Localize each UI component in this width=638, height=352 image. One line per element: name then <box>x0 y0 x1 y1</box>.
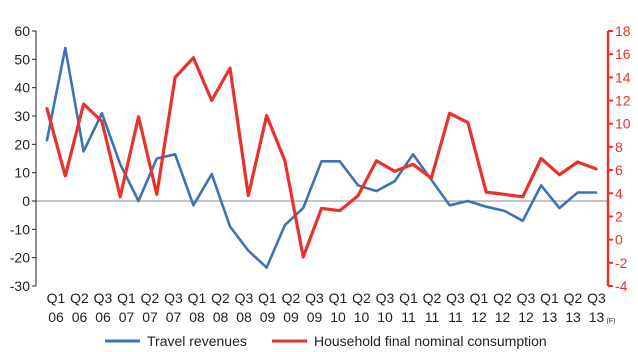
x-axis-quarter-label: Q2 <box>141 290 160 306</box>
x-axis-year-label: 13 <box>589 309 605 325</box>
x-axis-year-label: 12 <box>518 309 534 325</box>
x-axis-year-label: 06 <box>48 309 64 325</box>
x-axis-quarter-label: Q1 <box>47 290 66 306</box>
left-axis-tick-label: 50 <box>14 51 30 67</box>
x-axis-year-label: 07 <box>119 309 135 325</box>
x-axis-quarter-label: Q2 <box>70 290 89 306</box>
right-axis-tick-label: -2 <box>615 255 628 271</box>
right-axis-tick-label: 2 <box>615 208 623 224</box>
x-axis-year-label: 12 <box>471 309 487 325</box>
x-axis-quarter-label: Q3 <box>164 290 183 306</box>
x-axis-quarter-label: Q3 <box>446 290 465 306</box>
right-axis-tick-label: 6 <box>615 162 623 178</box>
x-axis-quarter-label: Q3 <box>376 290 395 306</box>
left-axis-tick-label: -10 <box>10 221 30 237</box>
x-axis-year-label: 08 <box>236 309 252 325</box>
x-axis-year-label: 12 <box>495 309 511 325</box>
x-axis-forecast-label: (F) <box>607 318 616 325</box>
x-axis-year-label: 09 <box>260 309 276 325</box>
axis-layer <box>32 30 613 287</box>
x-axis-year-label: 07 <box>166 309 182 325</box>
tick-label-layer: 6050403020100-10-20-30181614121086420-2-… <box>10 23 631 325</box>
right-axis-tick-label: 18 <box>615 23 631 39</box>
x-axis-quarter-label: Q1 <box>117 290 136 306</box>
right-axis-tick-label: 0 <box>615 232 623 248</box>
left-axis-tick-label: 40 <box>14 80 30 96</box>
x-axis-quarter-label: Q1 <box>540 290 559 306</box>
legend-label-household-final-nominal-consumption: Household final nominal consumption <box>314 333 547 349</box>
x-axis-quarter-label: Q2 <box>211 290 230 306</box>
x-axis-quarter-label: Q1 <box>399 290 418 306</box>
x-axis-quarter-label: Q3 <box>517 290 536 306</box>
left-axis-tick-label: 10 <box>14 165 30 181</box>
right-axis-tick-label: 16 <box>615 46 631 62</box>
series-layer <box>45 46 598 269</box>
legend: Travel revenues Household final nominal … <box>105 333 547 349</box>
x-axis-quarter-label: Q2 <box>282 290 301 306</box>
x-axis-year-label: 09 <box>307 309 323 325</box>
left-axis-tick-label: 60 <box>14 23 30 39</box>
series-line-household-final-nominal-consumption <box>45 56 598 259</box>
x-axis-year-label: 09 <box>283 309 299 325</box>
left-axis-tick-label: -20 <box>10 250 30 266</box>
x-axis-quarter-label: Q2 <box>493 290 512 306</box>
left-axis-tick-label: 30 <box>14 108 30 124</box>
right-axis-tick-label: 8 <box>615 139 623 155</box>
x-axis-year-label: 13 <box>542 309 558 325</box>
x-axis-year-label: 11 <box>425 309 440 325</box>
x-axis-quarter-label: Q1 <box>470 290 489 306</box>
right-axis-tick-label: 10 <box>615 116 631 132</box>
left-axis-tick-label: 20 <box>14 136 30 152</box>
left-axis-tick-label: -30 <box>10 278 30 294</box>
x-axis-year-label: 13 <box>565 309 581 325</box>
x-axis-quarter-label: Q3 <box>305 290 324 306</box>
x-axis-quarter-label: Q1 <box>258 290 277 306</box>
right-axis-tick-label: 14 <box>615 69 631 85</box>
x-axis-quarter-label: Q3 <box>94 290 113 306</box>
series-line-travel-revenues <box>45 46 598 269</box>
x-axis-quarter-label: Q2 <box>352 290 371 306</box>
x-axis-quarter-label: Q1 <box>188 290 207 306</box>
x-axis-quarter-label: Q2 <box>423 290 442 306</box>
right-axis-tick-label: 12 <box>615 93 631 109</box>
x-axis-quarter-label: Q2 <box>564 290 583 306</box>
x-axis-year-label: 11 <box>401 309 416 325</box>
x-axis-year-label: 08 <box>189 309 205 325</box>
right-axis-tick-label: 4 <box>615 185 623 201</box>
right-axis-tick-label: -4 <box>615 278 628 294</box>
x-axis-quarter-label: Q3 <box>587 290 606 306</box>
x-axis-year-label: 10 <box>330 309 346 325</box>
left-axis-tick-label: 0 <box>22 193 30 209</box>
x-axis-quarter-label: Q3 <box>235 290 254 306</box>
legend-label-travel-revenues: Travel revenues <box>147 333 247 349</box>
x-axis-year-label: 10 <box>354 309 370 325</box>
x-axis-year-label: 06 <box>72 309 88 325</box>
x-axis-year-label: 11 <box>448 309 463 325</box>
x-axis-year-label: 08 <box>213 309 229 325</box>
x-axis-year-label: 10 <box>377 309 393 325</box>
x-axis-quarter-label: Q1 <box>329 290 348 306</box>
x-axis-year-label: 06 <box>95 309 111 325</box>
x-axis-year-label: 07 <box>142 309 158 325</box>
